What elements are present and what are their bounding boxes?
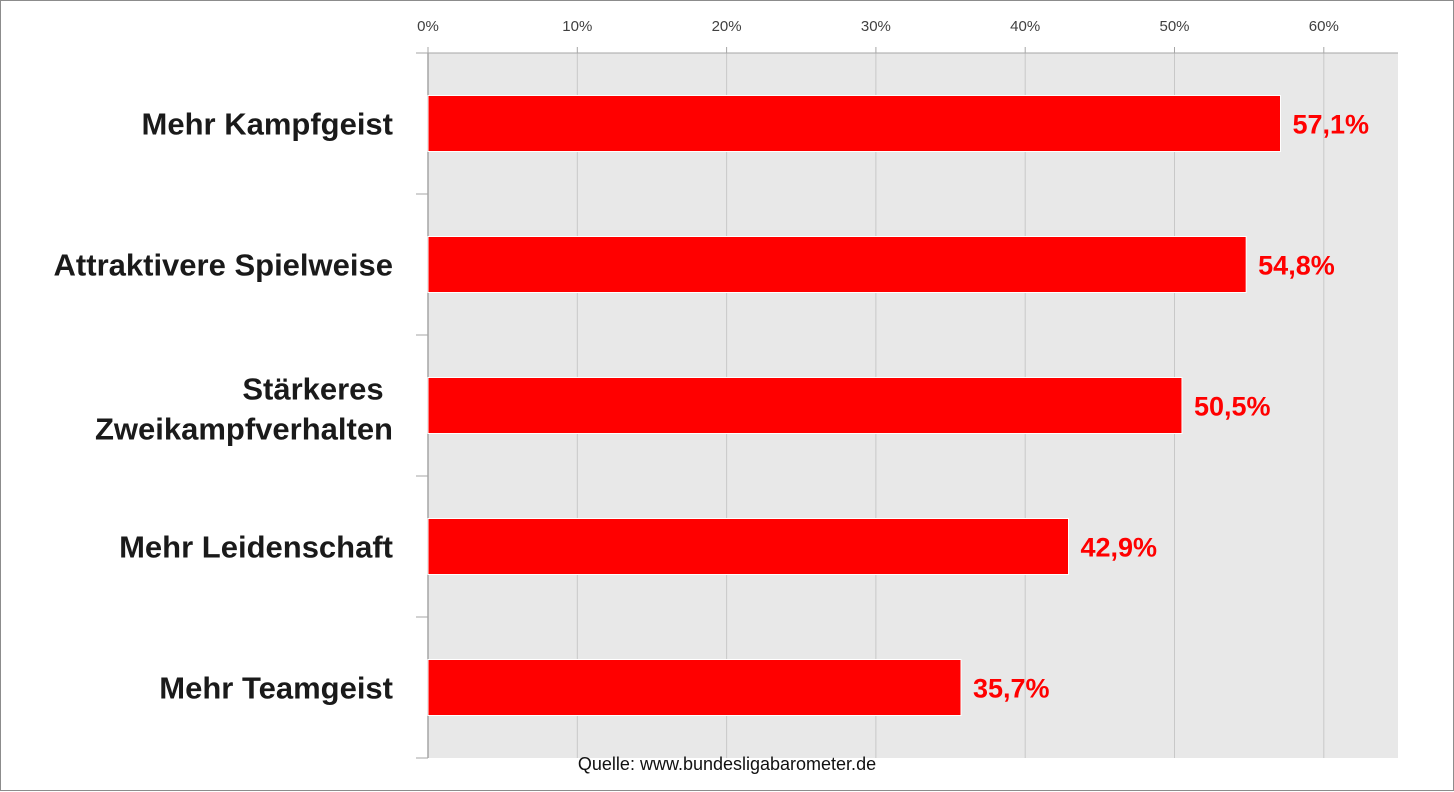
data-label: 57,1% [1293,110,1370,140]
x-tick-label: 30% [861,18,891,35]
category-label: Mehr Kampfgeist [142,107,393,142]
x-tick-label: 50% [1159,18,1189,35]
x-tick-label: 60% [1309,18,1339,35]
data-label: 35,7% [973,674,1050,704]
x-tick-label: 40% [1010,18,1040,35]
data-label: 54,8% [1258,251,1335,281]
category-label: Stärkeres Zweikampfverhalten [95,372,393,447]
x-tick-label: 20% [712,18,742,35]
category-label: Mehr Teamgeist [159,671,393,706]
source-note: Quelle: www.bundesligabarometer.de [577,754,877,774]
category-label: Mehr Leidenschaft [119,530,393,565]
x-tick-label: 10% [562,18,592,35]
bar-5 [427,659,962,716]
x-tick-label: 0% [417,18,439,35]
bar-3 [427,377,1183,434]
bar-1 [427,95,1282,152]
data-label: 42,9% [1080,533,1157,563]
bar-2 [427,236,1247,293]
data-label: 50,5% [1194,392,1271,422]
bar-4 [427,518,1069,575]
category-label: Attraktivere Spielweise [54,248,393,283]
